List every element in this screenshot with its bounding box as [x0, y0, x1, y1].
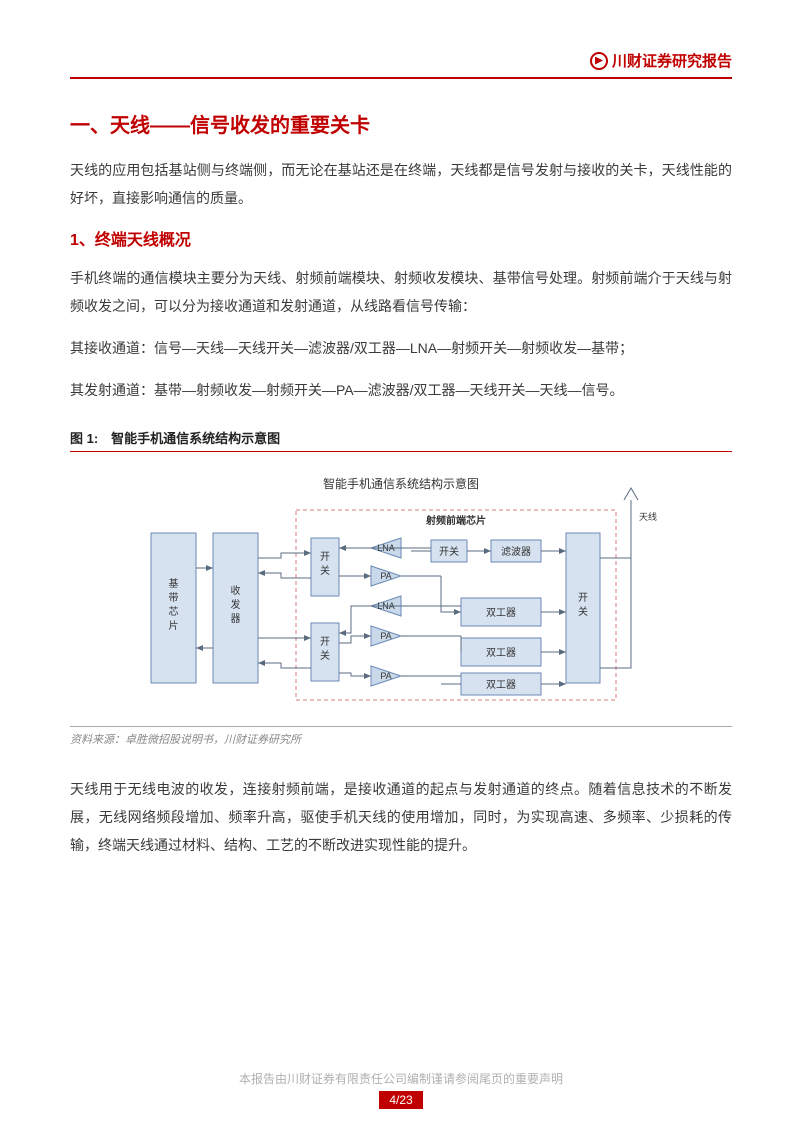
- page-current: 4: [389, 1093, 396, 1107]
- svg-text:智能手机通信系统结构示意图: 智能手机通信系统结构示意图: [323, 476, 479, 491]
- svg-text:关: 关: [320, 564, 330, 577]
- brand-logo-icon: [590, 52, 608, 70]
- svg-text:PA: PA: [380, 571, 391, 581]
- svg-text:带: 带: [169, 592, 179, 604]
- svg-text:双工器: 双工器: [486, 607, 516, 619]
- svg-text:基: 基: [169, 577, 179, 590]
- svg-text:射频前端芯片: 射频前端芯片: [425, 514, 486, 527]
- svg-text:天线: 天线: [639, 511, 657, 522]
- intro-paragraph: 天线的应用包括基站侧与终端侧，而无论在基站还是在终端，天线都是信号发射与接收的关…: [70, 156, 732, 212]
- paragraph-overview: 手机终端的通信模块主要分为天线、射频前端模块、射频收发模块、基带信号处理。射频前…: [70, 264, 732, 320]
- svg-text:PA: PA: [380, 671, 391, 681]
- svg-text:开: 开: [320, 552, 330, 563]
- svg-text:器: 器: [231, 613, 241, 625]
- footer-disclaimer: 本报告由川财证券有限责任公司编制谨请参阅尾页的重要声明: [0, 1070, 802, 1087]
- svg-text:开关: 开关: [439, 545, 459, 558]
- page-number: 4/23: [379, 1091, 422, 1109]
- svg-text:开: 开: [320, 637, 330, 648]
- paragraph-rx-chain: 其接收通道：信号—天线—天线开关—滤波器/双工器—LNA—射频开关—射频收发—基…: [70, 334, 732, 362]
- system-diagram: 智能手机通信系统结构示意图射频前端芯片基带芯片收发器开关开关LNAPALNAPA…: [91, 468, 711, 718]
- svg-text:收: 收: [231, 584, 241, 597]
- paragraph-tx-chain: 其发射通道：基带—射频收发—射频开关—PA—滤波器/双工器—天线开关—天线—信号…: [70, 376, 732, 404]
- svg-text:发: 发: [231, 598, 241, 611]
- svg-text:滤波器: 滤波器: [501, 545, 531, 558]
- diagram-container: 智能手机通信系统结构示意图射频前端芯片基带芯片收发器开关开关LNAPALNAPA…: [70, 468, 732, 718]
- section-heading: 一、天线——信号收发的重要关卡: [70, 109, 732, 138]
- svg-text:PA: PA: [380, 631, 391, 641]
- svg-text:双工器: 双工器: [486, 647, 516, 659]
- page-footer: 本报告由川财证券有限责任公司编制谨请参阅尾页的重要声明 4/23: [0, 1070, 802, 1109]
- figure-source: 资料来源：卓胜微招股说明书，川财证券研究所: [70, 726, 732, 747]
- report-header: 川财证券研究报告: [70, 50, 732, 71]
- page-total: /23: [396, 1093, 413, 1107]
- svg-text:片: 片: [169, 619, 179, 632]
- svg-text:芯: 芯: [169, 605, 179, 618]
- paragraph-conclusion: 天线用于无线电波的收发，连接射频前端，是接收通道的起点与发射通道的终点。随着信息…: [70, 775, 732, 859]
- brand-title: 川财证券研究报告: [612, 50, 732, 71]
- svg-text:关: 关: [578, 605, 588, 618]
- svg-text:关: 关: [320, 649, 330, 662]
- subsection-heading: 1、终端天线概况: [70, 226, 732, 250]
- figure-caption: 图 1: 智能手机通信系统结构示意图: [70, 428, 732, 452]
- header-divider: [70, 77, 732, 79]
- svg-text:开: 开: [578, 593, 588, 604]
- svg-text:双工器: 双工器: [486, 679, 516, 691]
